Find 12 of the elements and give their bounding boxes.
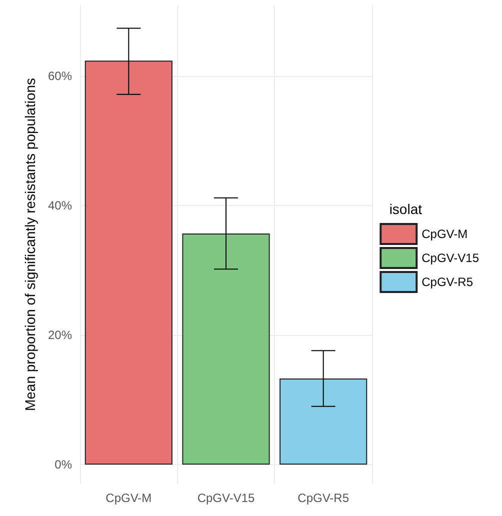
y-tick-label: 40% bbox=[48, 198, 72, 213]
y-tick-label: 0% bbox=[54, 458, 72, 472]
x-tick-label: CpGV-V15 bbox=[197, 491, 255, 505]
legend-label: CpGV-M bbox=[422, 227, 468, 241]
legend-label: CpGV-R5 bbox=[422, 275, 474, 289]
x-tick-label: CpGV-M bbox=[106, 491, 152, 505]
legend-label: CpGV-V15 bbox=[422, 251, 480, 265]
x-tick-label: CpGV-R5 bbox=[298, 491, 350, 505]
y-axis-title: Mean proportion of significantly resistants populations bbox=[22, 78, 38, 412]
y-tick-label: 20% bbox=[48, 328, 72, 342]
y-tick-label: 60% bbox=[48, 69, 72, 84]
legend-title: isolat bbox=[389, 201, 422, 217]
